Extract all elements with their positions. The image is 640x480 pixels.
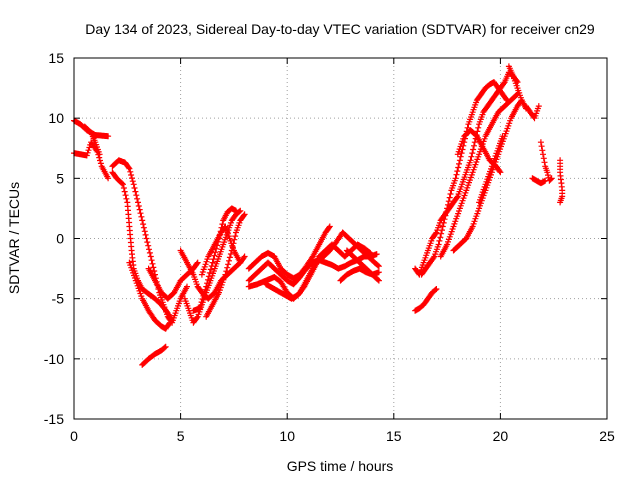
axis-ticks: 0 5 10 15 20 25 -15 -10 -5 0 5 10 15 <box>44 50 615 444</box>
series-arc-23 <box>437 91 521 260</box>
marker-track <box>109 169 176 324</box>
marker-track <box>203 211 248 320</box>
series-arc-26 <box>476 133 506 206</box>
marker-track <box>343 247 382 284</box>
chart-title: Day 134 of 2023, Sidereal Day-to-day VTE… <box>85 21 595 37</box>
x-tick-label: 10 <box>279 428 295 444</box>
marker-track <box>454 127 504 176</box>
marker-track <box>139 343 169 368</box>
marker-track <box>476 133 506 206</box>
x-tick-label: 20 <box>493 428 509 444</box>
x-tick-label: 15 <box>386 428 402 444</box>
series-arc-17 <box>262 229 382 302</box>
y-tick-label: 0 <box>56 231 64 247</box>
marker-track <box>126 259 173 332</box>
series-arc-25 <box>454 127 504 176</box>
x-tick-label: 25 <box>599 428 615 444</box>
y-tick-label: 15 <box>48 50 64 66</box>
data-points <box>71 63 566 368</box>
series-arc-29 <box>529 175 549 187</box>
x-tick-label: 5 <box>177 428 185 444</box>
x-axis-label: GPS time / hours <box>287 458 394 474</box>
y-tick-label: -5 <box>52 291 65 307</box>
y-axis-label: SDTVAR / TECUs <box>6 182 22 294</box>
marker-track <box>557 157 566 206</box>
y-tick-label: -15 <box>44 411 64 427</box>
marker-track <box>437 91 521 260</box>
series-arc-27 <box>505 63 529 112</box>
marker-track <box>450 97 525 254</box>
series-arc-22 <box>418 79 510 278</box>
series-arc-8 <box>139 343 169 368</box>
series-arc-30 <box>537 139 555 184</box>
series-arc-19 <box>343 247 382 284</box>
series-arc-15 <box>245 223 333 282</box>
series-arc-31 <box>557 157 566 206</box>
marker-track <box>505 63 529 112</box>
y-tick-label: 10 <box>48 110 64 126</box>
series-arc-21 <box>412 286 440 314</box>
y-tick-label: 5 <box>56 170 64 186</box>
marker-track <box>262 229 382 302</box>
grid <box>74 58 607 419</box>
series-arc-28 <box>523 103 542 122</box>
series-arc-5 <box>109 169 176 324</box>
marker-track <box>418 79 510 278</box>
y-tick-label: -10 <box>44 351 64 367</box>
marker-track <box>71 139 112 182</box>
series-arc-13 <box>203 211 248 320</box>
series-arc-24 <box>450 97 525 254</box>
x-tick-label: 0 <box>70 428 78 444</box>
marker-track <box>412 286 440 314</box>
marker-track <box>81 123 103 158</box>
series-arc-6 <box>126 259 173 332</box>
series-arc-3 <box>81 123 103 158</box>
marker-track <box>529 175 549 187</box>
marker-track <box>537 139 555 184</box>
series-arc-2 <box>71 139 112 182</box>
marker-track <box>523 103 542 122</box>
marker-track <box>245 223 333 282</box>
